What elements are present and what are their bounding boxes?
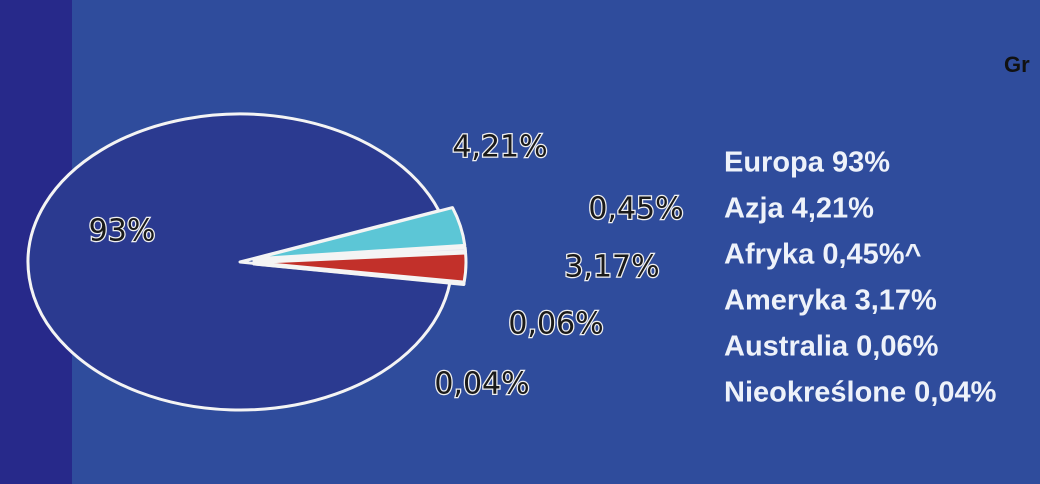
value-label: 3,17% xyxy=(564,250,659,285)
value-label: 0,06% xyxy=(508,307,603,342)
pie-slice xyxy=(252,262,466,287)
value-label: 0,04% xyxy=(434,367,529,402)
legend-entry: Nieokreślone 0,04% xyxy=(724,377,997,409)
legend-entry: Australia 0,06% xyxy=(724,331,939,363)
pie-slice xyxy=(252,245,468,263)
legend-entry: Azja 4,21% xyxy=(724,193,874,225)
legend-entry: Europa 93% xyxy=(724,147,890,179)
pie-slice xyxy=(26,112,452,412)
legend-entry: Ameryka 3,17% xyxy=(724,285,937,317)
chart-title: Gr xyxy=(1004,52,1030,77)
pie-slice xyxy=(252,206,467,261)
value-label: 93% xyxy=(89,214,156,249)
value-label: 0,45% xyxy=(588,192,683,227)
legend-entry: Afryka 0,45%^ xyxy=(724,239,922,271)
value-label: 4,21% xyxy=(452,130,547,165)
